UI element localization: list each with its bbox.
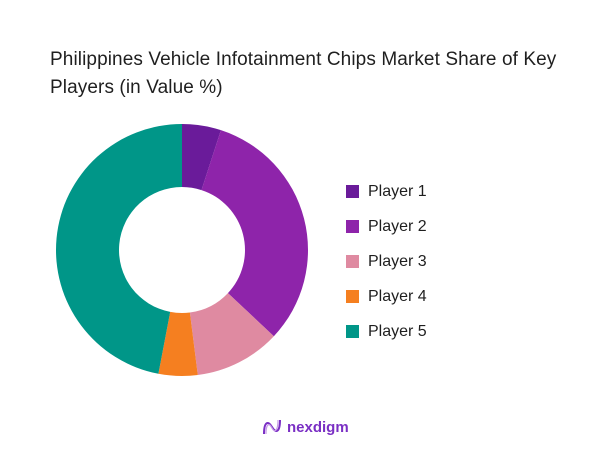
legend-swatch (346, 220, 359, 233)
brand-logo: nexdigm (262, 418, 349, 436)
legend-swatch (346, 255, 359, 268)
legend-item-player-2: Player 2 (346, 209, 427, 244)
legend-item-player-1: Player 1 (346, 174, 427, 209)
legend-item-player-5: Player 5 (346, 314, 427, 349)
legend-swatch (346, 290, 359, 303)
donut-segment-player-1 (182, 124, 221, 191)
legend-swatch (346, 325, 359, 338)
legend-swatch (346, 185, 359, 198)
donut-segment-player-3 (189, 293, 274, 376)
donut-segment-player-5 (55, 124, 182, 374)
legend-item-player-3: Player 3 (346, 244, 427, 279)
chart-title: Philippines Vehicle Infotainment Chips M… (50, 49, 557, 98)
chart-legend: Player 1 Player 2 Player 3 Player 4 Play… (346, 174, 427, 349)
donut-segment-player-2 (201, 130, 308, 337)
nexdigm-logo-icon (263, 419, 281, 435)
donut-segment-player-4 (158, 311, 198, 377)
brand-name: nexdigm (287, 418, 349, 436)
legend-item-player-4: Player 4 (346, 279, 427, 314)
